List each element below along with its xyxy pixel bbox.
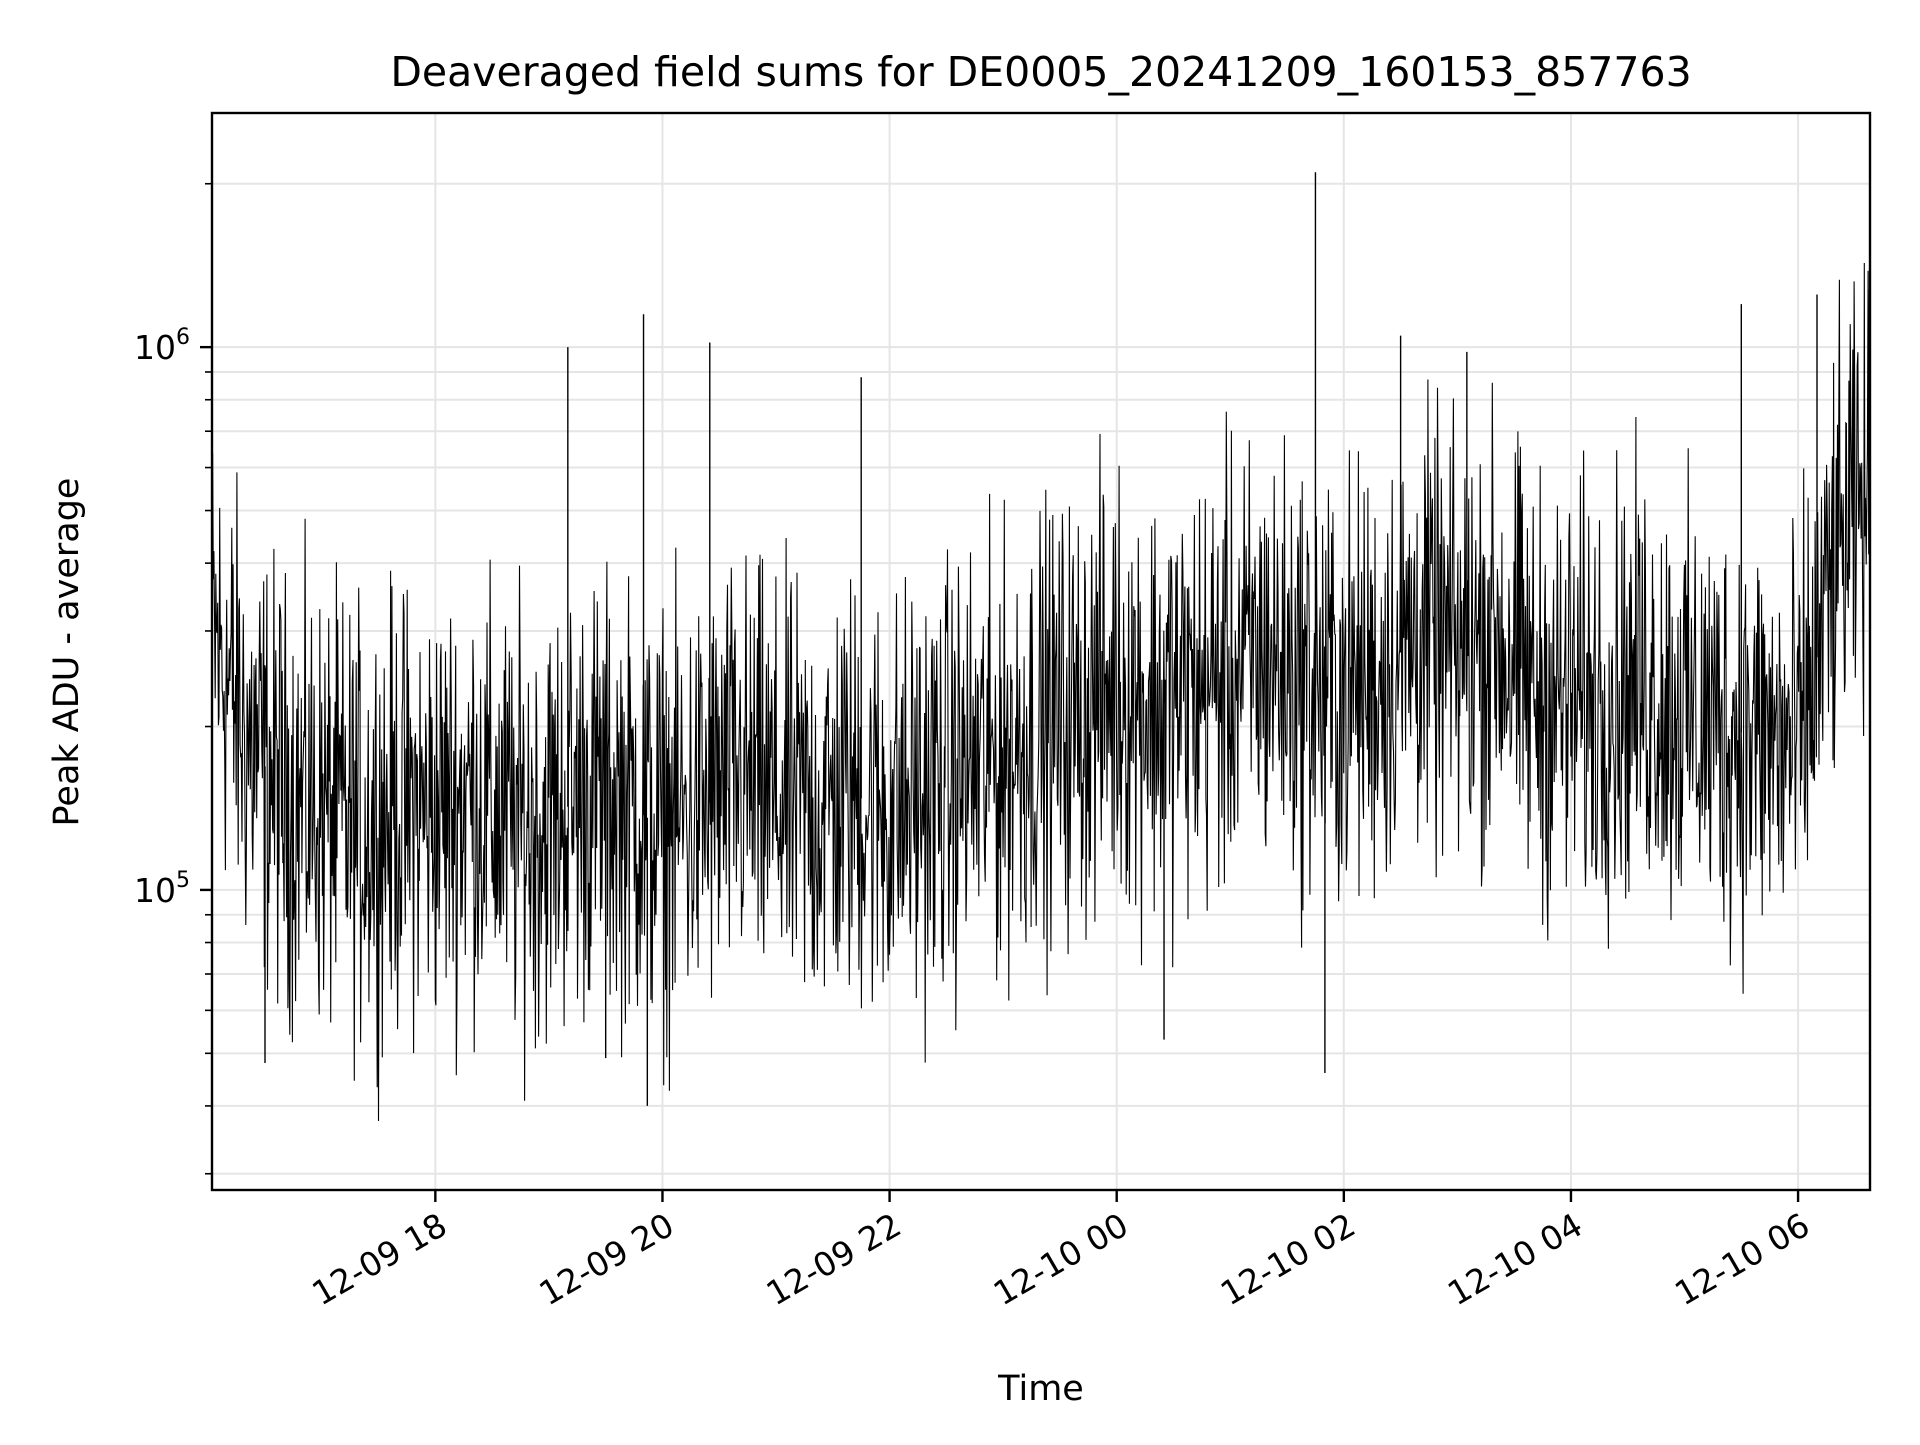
- y-tick-exponent: 6: [176, 325, 190, 350]
- y-axis-label: Peak ADU - average: [47, 478, 87, 827]
- plot-frame: [210, 111, 1872, 1192]
- data-series: [211, 172, 1871, 1122]
- y-tick-base: 10: [134, 328, 176, 367]
- series-line: [211, 262, 1871, 1122]
- y-tick-label: 106: [134, 325, 190, 367]
- chart-title: Deaveraged field sums for DE0005_2024120…: [390, 48, 1691, 96]
- x-axis-label: Time: [997, 1369, 1084, 1409]
- y-tick-base: 10: [134, 871, 176, 910]
- y-tick-label: 105: [134, 868, 190, 910]
- grid-lines: [212, 113, 1870, 1190]
- y-tick-exponent: 5: [176, 868, 190, 893]
